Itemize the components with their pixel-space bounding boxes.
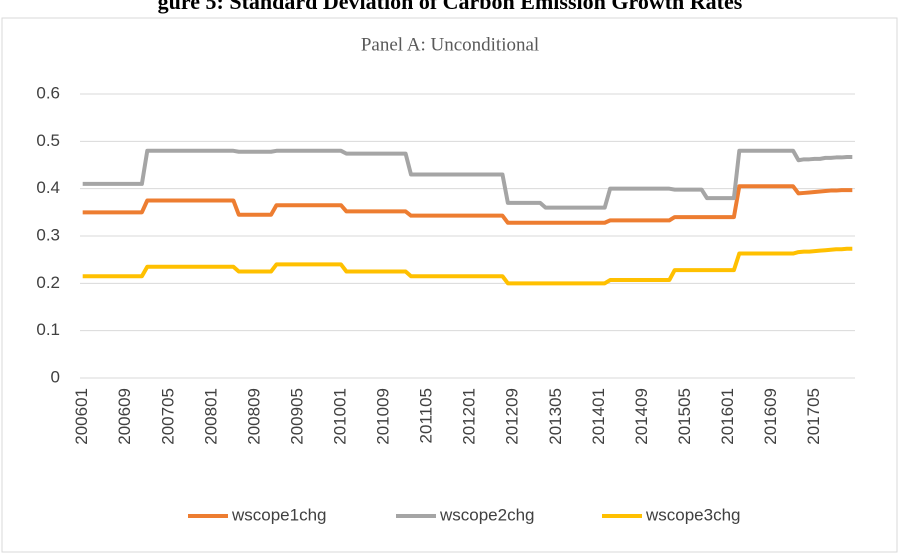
- y-tick-label: 0.6: [36, 83, 60, 102]
- x-tick-label: 201505: [675, 388, 694, 445]
- series-line: [82, 184, 853, 225]
- x-tick-label: 200801: [201, 388, 220, 445]
- y-tick-label: 0.1: [36, 320, 60, 339]
- y-tick-label: 0.5: [36, 131, 60, 150]
- y-tick-label: 0.2: [36, 273, 60, 292]
- chart-title: Panel A: Unconditional: [361, 34, 539, 55]
- x-tick-label: 201209: [503, 388, 522, 445]
- legend-label: wscope2chg: [439, 505, 535, 524]
- series-line: [82, 246, 853, 286]
- series-line: [82, 148, 853, 210]
- x-tick-label: 201401: [589, 388, 608, 445]
- y-tick-label: 0.3: [36, 225, 60, 244]
- x-tick-label: 201001: [331, 388, 350, 445]
- x-tick-label: 201009: [374, 388, 393, 445]
- x-tick-label: 201609: [761, 388, 780, 445]
- x-tick-label: 201201: [460, 388, 479, 445]
- x-tick-label: 201601: [718, 388, 737, 445]
- y-tick-label: 0.4: [36, 178, 60, 197]
- x-tick-label: 200609: [115, 388, 134, 445]
- legend-label: wscope1chg: [231, 505, 327, 524]
- x-tick-label: 201705: [804, 388, 823, 445]
- x-tick-label: 200601: [72, 388, 91, 445]
- x-tick-label: 201409: [632, 388, 651, 445]
- legend-label: wscope3chg: [645, 505, 741, 524]
- x-tick-label: 201105: [417, 388, 436, 443]
- chart-border: [1, 17, 898, 553]
- x-tick-label: 200809: [244, 388, 263, 445]
- x-tick-label: 201305: [546, 388, 565, 445]
- figure-header: gure 5: Standard Deviation of Carbon Emi…: [158, 0, 743, 14]
- x-tick-label: 200705: [158, 388, 177, 445]
- y-tick-label: 0: [51, 367, 60, 386]
- x-tick-label: 200905: [287, 388, 306, 445]
